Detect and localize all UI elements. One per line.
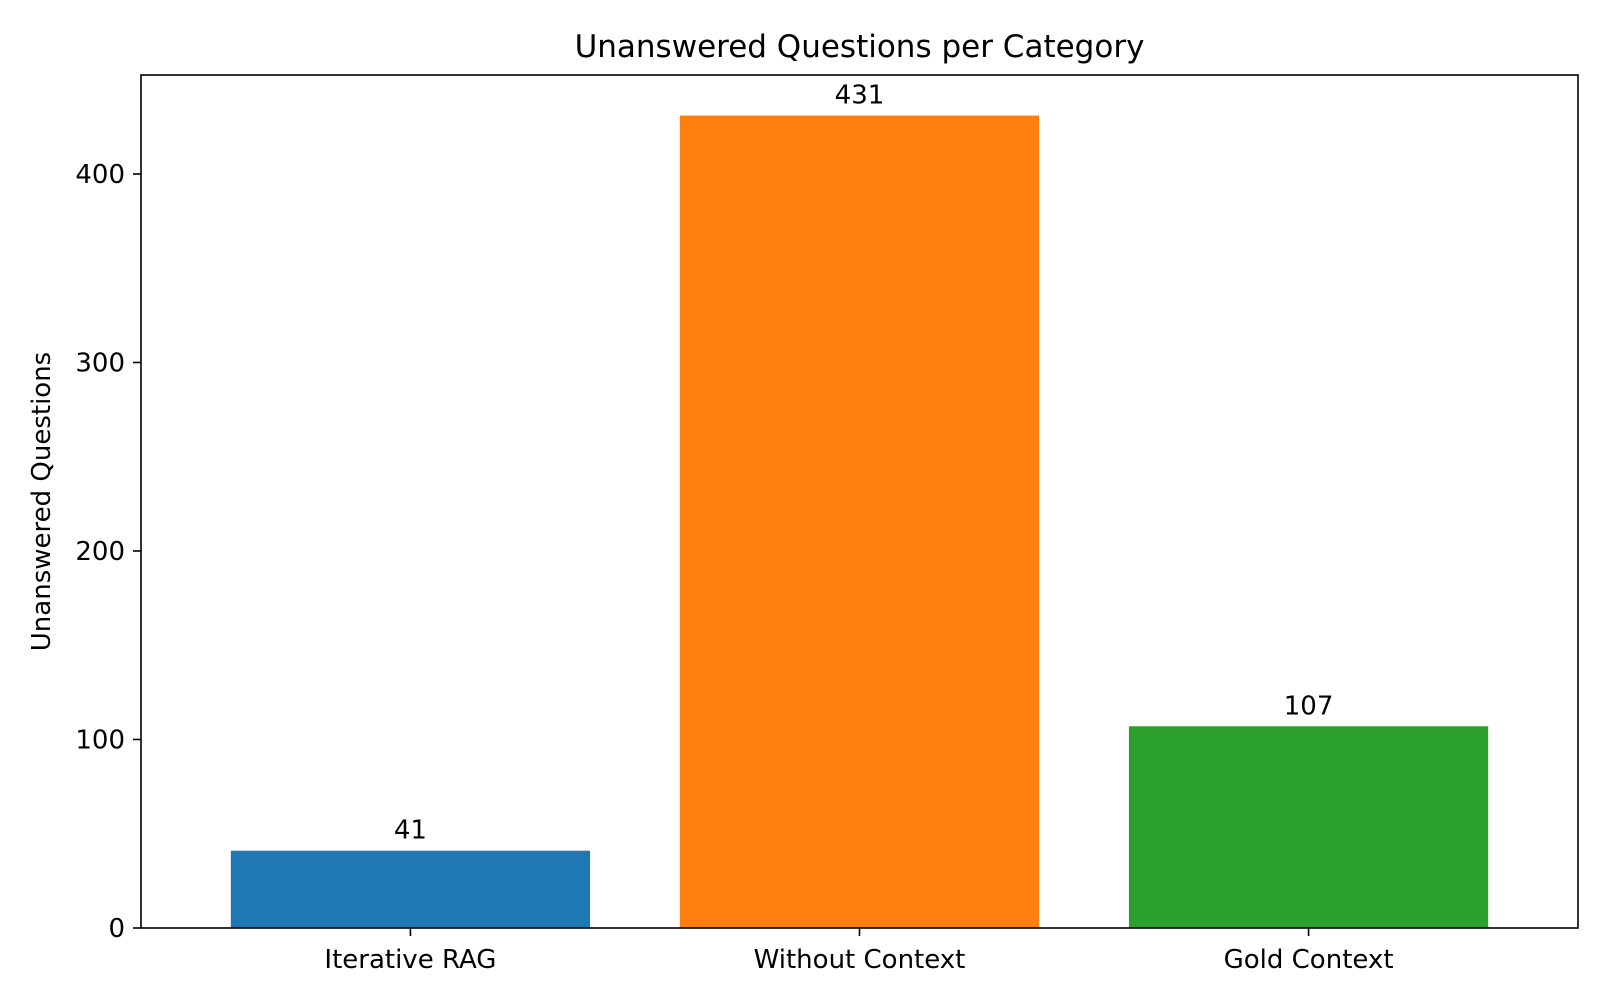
data-label: 41	[394, 816, 427, 846]
x-tick-label: Iterative RAG	[324, 945, 496, 975]
y-axis-label: Unanswered Questions	[27, 352, 57, 651]
bars-layer	[230, 115, 1489, 928]
y-tick-label: 100	[75, 725, 125, 755]
bar-iterative-rag	[230, 850, 591, 928]
bar-without-context	[679, 115, 1040, 928]
y-tick-label: 300	[75, 348, 125, 378]
y-tick-label: 0	[108, 914, 125, 944]
data-label: 431	[835, 81, 885, 111]
x-tick-label: Gold Context	[1224, 945, 1394, 975]
x-axis: Iterative RAG Without Context Gold Context	[324, 928, 1394, 975]
chart-title: Unanswered Questions per Category	[575, 29, 1145, 65]
bar-gold-context	[1128, 726, 1489, 928]
x-tick-label: Without Context	[754, 945, 966, 975]
plot-frame	[140, 74, 1579, 929]
y-tick-label: 200	[75, 537, 125, 567]
y-tick-label: 400	[75, 160, 125, 190]
data-labels-layer: 41 431 107	[394, 81, 1333, 846]
data-label: 107	[1284, 691, 1334, 721]
y-axis: 0 100 200 300 400	[75, 160, 141, 944]
